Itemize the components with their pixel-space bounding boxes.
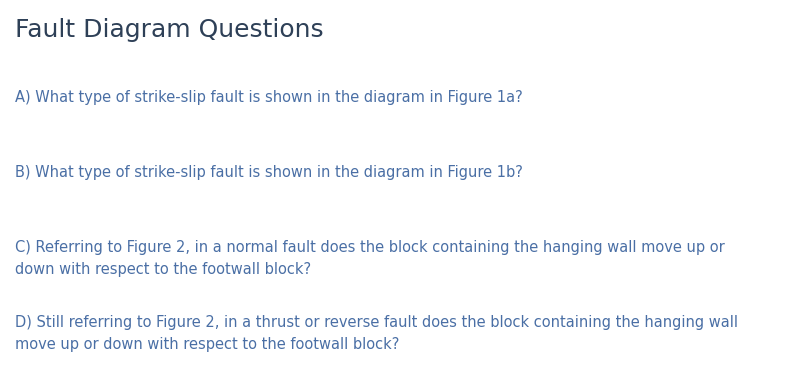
Text: Fault Diagram Questions: Fault Diagram Questions <box>15 18 324 42</box>
Text: D) Still referring to Figure 2, in a thrust or reverse fault does the block cont: D) Still referring to Figure 2, in a thr… <box>15 315 738 352</box>
Text: C) Referring to Figure 2, in a normal fault does the block containing the hangin: C) Referring to Figure 2, in a normal fa… <box>15 240 724 277</box>
Text: A) What type of strike-slip fault is shown in the diagram in Figure 1a?: A) What type of strike-slip fault is sho… <box>15 90 522 105</box>
Text: B) What type of strike-slip fault is shown in the diagram in Figure 1b?: B) What type of strike-slip fault is sho… <box>15 165 523 180</box>
